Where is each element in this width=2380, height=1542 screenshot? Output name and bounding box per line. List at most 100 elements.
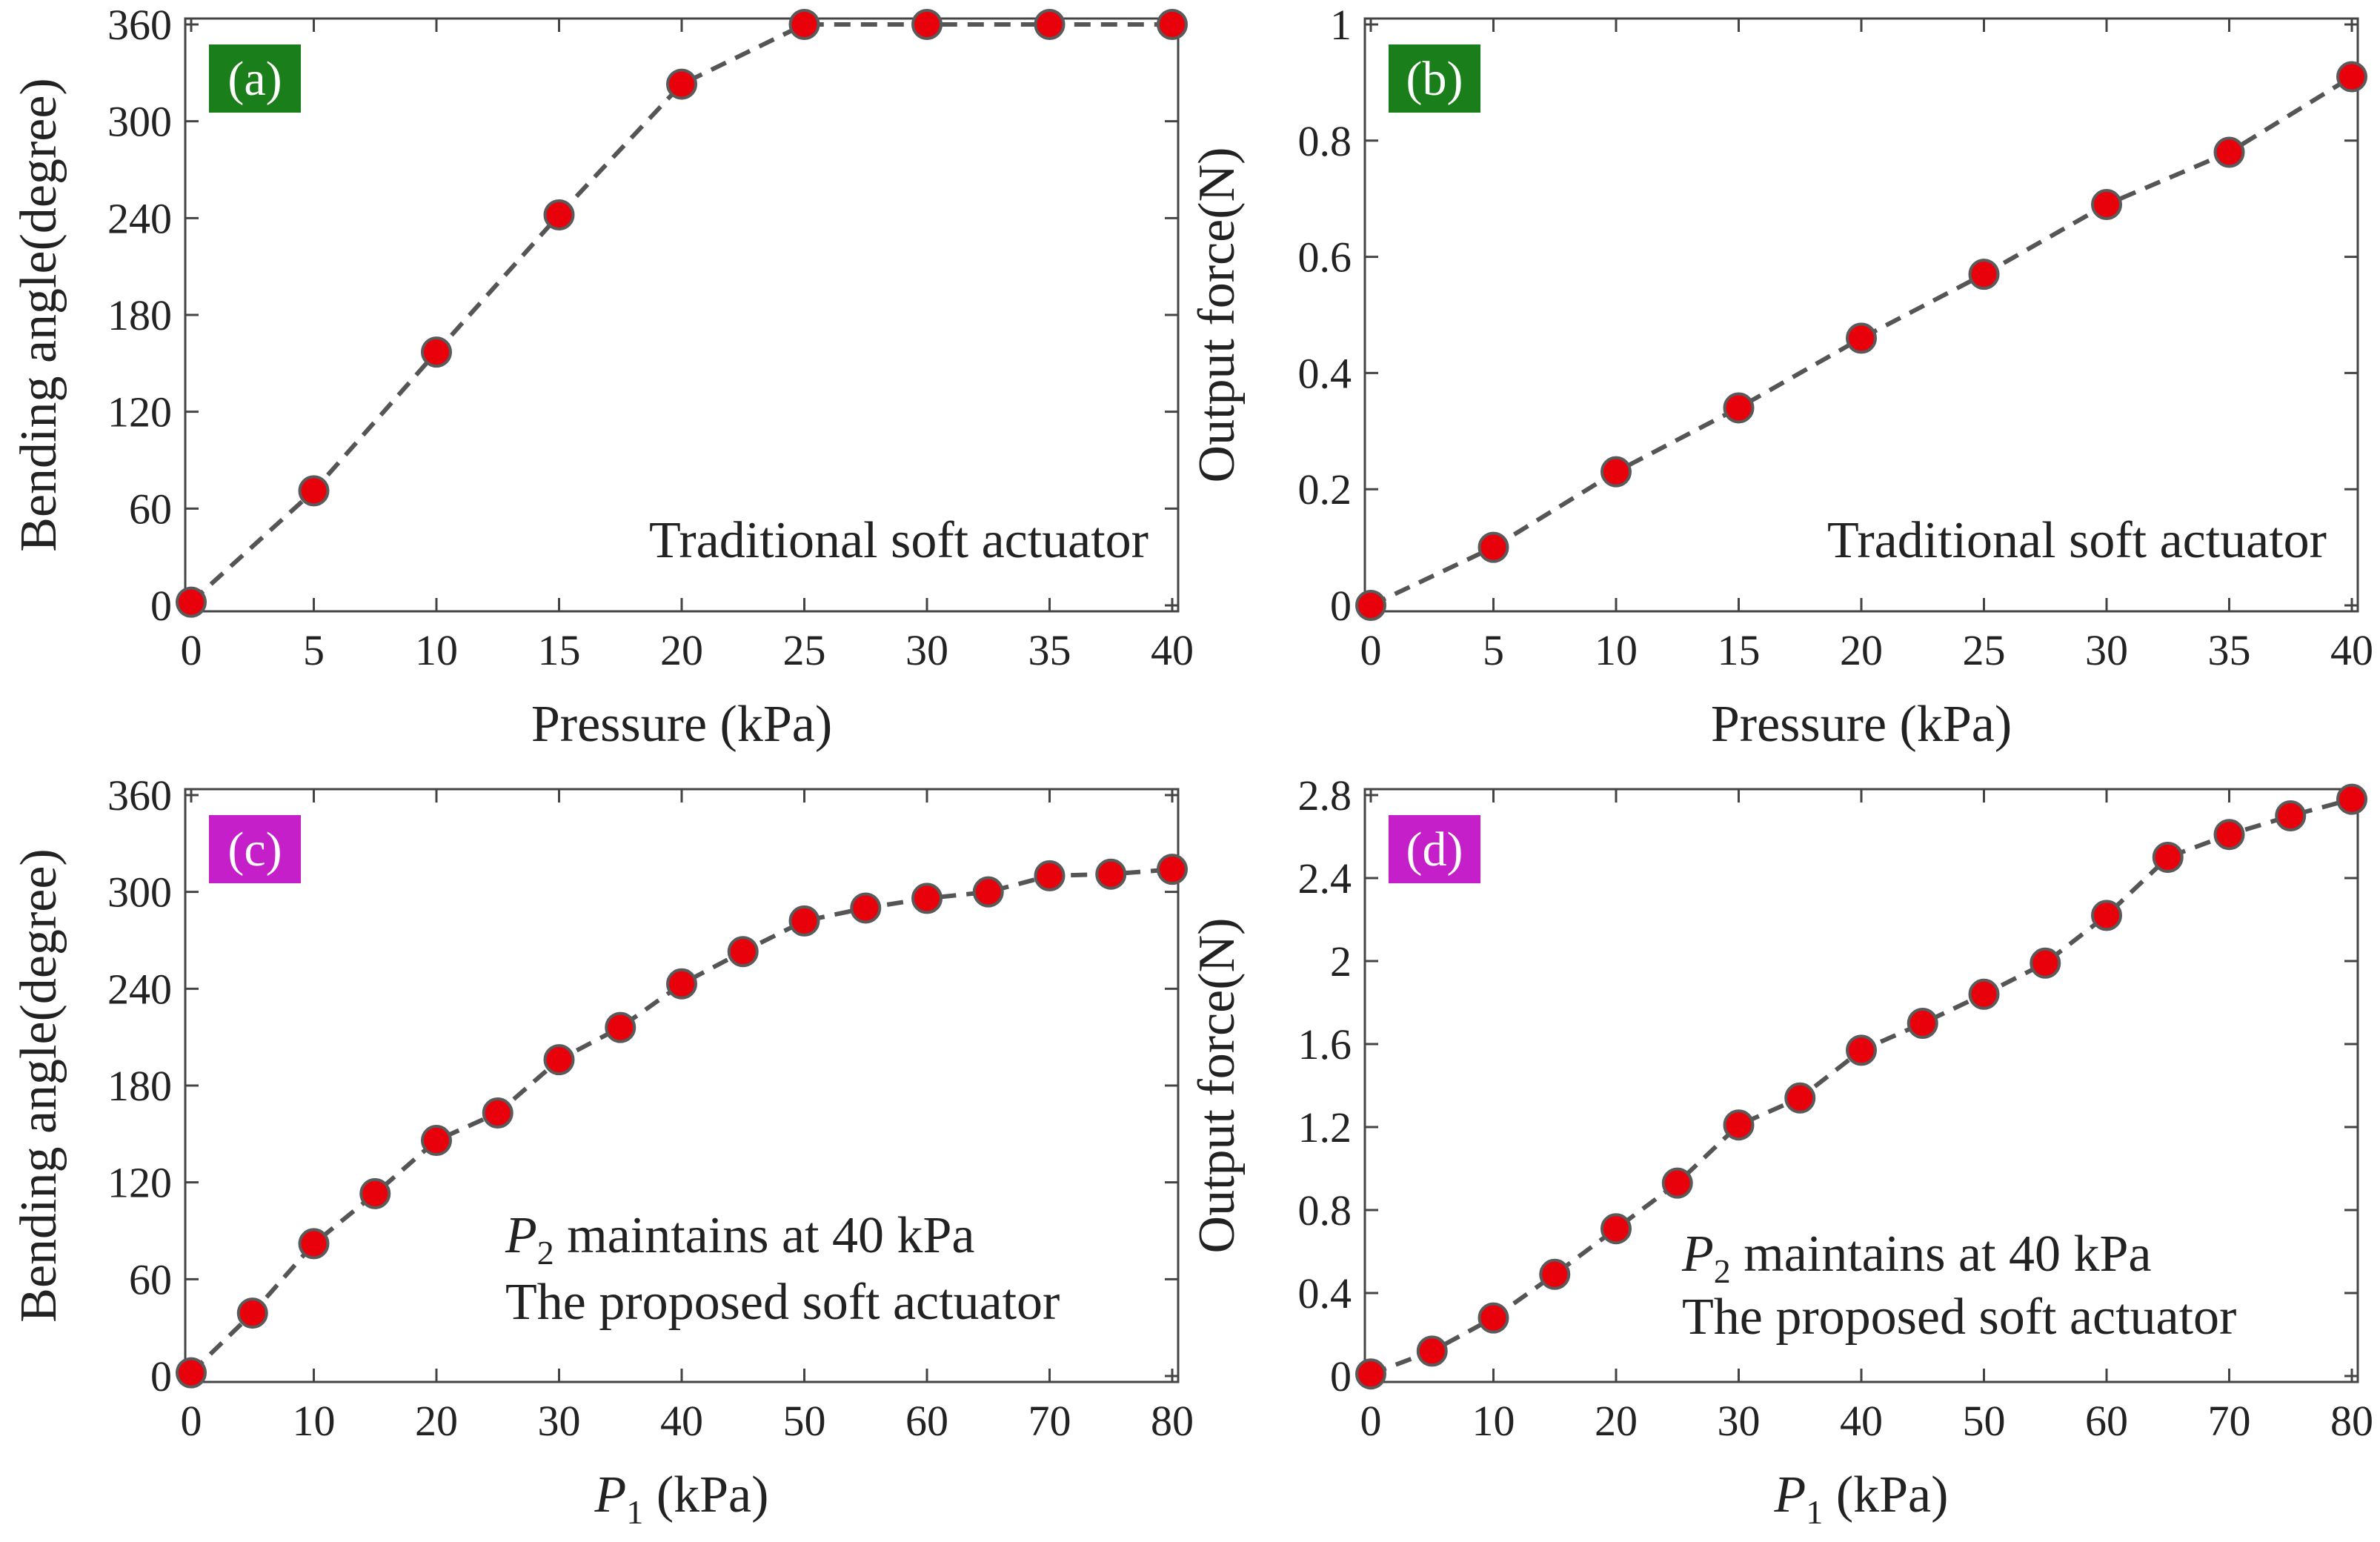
y-axis-label-c: Bending angle(degree) xyxy=(10,848,67,1322)
y-tick-label-b-3: 0.6 xyxy=(1298,233,1352,282)
x-tick-label-a-6: 30 xyxy=(905,626,948,674)
y-tick-label-b-2: 0.4 xyxy=(1298,349,1352,397)
x-tick-label-d-5: 50 xyxy=(1963,1397,2006,1445)
y-tick-label-d-3: 1.2 xyxy=(1298,1103,1352,1151)
data-point-d-16 xyxy=(2336,783,2367,815)
data-point-a-0 xyxy=(176,586,207,618)
y-tick-label-c-6: 360 xyxy=(107,771,172,820)
x-tick-label-c-5: 50 xyxy=(783,1397,826,1445)
data-point-b-6 xyxy=(2091,189,2122,221)
x-tick-label-d-2: 20 xyxy=(1595,1397,1638,1445)
data-point-c-9 xyxy=(727,936,759,968)
x-tick-label-b-1: 5 xyxy=(1483,626,1504,674)
x-tick-label-c-1: 10 xyxy=(293,1397,336,1445)
x-axis-label-a: Pressure (kPa) xyxy=(531,696,832,753)
data-point-c-12 xyxy=(911,883,943,914)
y-tick-label-a-2: 120 xyxy=(107,388,172,436)
x-tick-label-d-1: 10 xyxy=(1472,1397,1515,1445)
y-tick-label-a-0: 0 xyxy=(150,582,172,630)
x-tick-label-a-5: 25 xyxy=(783,626,826,674)
panel-label-b: (b) xyxy=(1389,44,1480,113)
x-tick-label-a-0: 0 xyxy=(181,626,202,674)
data-point-c-1 xyxy=(236,1297,268,1329)
panel-label-d: (d) xyxy=(1389,815,1480,883)
x-tick-label-d-7: 70 xyxy=(2208,1397,2251,1445)
x-tick-label-b-6: 30 xyxy=(2085,626,2128,674)
x-tick-label-b-5: 25 xyxy=(1963,626,2006,674)
data-point-d-4 xyxy=(1600,1213,1632,1245)
x-tick-label-c-2: 20 xyxy=(415,1397,458,1445)
data-point-c-14 xyxy=(1034,860,1066,891)
y-tick-label-d-7: 2.8 xyxy=(1298,771,1352,820)
y-axis-label-b: Output force(N) xyxy=(1189,147,1246,483)
panel-label-c: (c) xyxy=(209,815,301,883)
data-point-d-0 xyxy=(1355,1358,1386,1390)
x-tick-label-b-4: 20 xyxy=(1840,626,1883,674)
x-tick-label-b-7: 35 xyxy=(2208,626,2251,674)
y-tick-label-a-3: 180 xyxy=(107,291,172,339)
markers-a xyxy=(176,9,1188,618)
data-point-d-1 xyxy=(1416,1335,1448,1367)
y-tick-label-a-6: 360 xyxy=(107,1,172,49)
data-point-a-4 xyxy=(666,68,697,100)
panel-b: 0 5 10 15 20 25 30 35 40 0 0.2 0.4 0.6 0.8 1 (b) Tradi… xyxy=(1189,1,2373,753)
data-point-c-13 xyxy=(972,876,1004,908)
x-axis-label-b: Pressure (kPa) xyxy=(1711,696,2012,753)
x-tick-label-d-8: 80 xyxy=(2330,1397,2373,1445)
x-tick-label-c-7: 70 xyxy=(1028,1397,1071,1445)
data-point-c-8 xyxy=(666,968,697,1000)
data-point-d-11 xyxy=(2030,947,2061,979)
y-tick-label-b-4: 0.8 xyxy=(1298,117,1352,165)
data-point-b-7 xyxy=(2213,136,2245,168)
data-point-a-3 xyxy=(543,199,575,230)
note-b: Traditional soft actuator xyxy=(1827,512,2327,569)
data-point-d-9 xyxy=(1907,1008,1938,1039)
data-point-c-10 xyxy=(788,905,820,937)
markers-d xyxy=(1355,783,2367,1390)
ticks-a: 0 5 10 15 20 25 30 35 40 0 60 120 180 240 300 360 xyxy=(107,1,1194,674)
data-point-d-10 xyxy=(1968,978,2000,1010)
y-tick-label-b-0: 0 xyxy=(1330,582,1352,630)
x-tick-label-c-0: 0 xyxy=(181,1397,202,1445)
x-tick-label-c-4: 40 xyxy=(660,1397,703,1445)
data-point-c-2 xyxy=(298,1228,330,1260)
ticks-d: 0 10 20 30 40 50 60 70 80 0 0.4 0.8 1.2 1.6 2 2.4 2.8 xyxy=(1298,771,2374,1445)
x-tick-label-b-0: 0 xyxy=(1360,626,1382,674)
note-d-line2: The proposed soft actuator xyxy=(1682,1289,2236,1346)
y-axis-label-a: Bending angle(degree) xyxy=(10,78,67,551)
data-point-a-1 xyxy=(298,475,330,507)
markers-b xyxy=(1355,61,2367,621)
note-a: Traditional soft actuator xyxy=(649,512,1149,569)
x-tick-label-d-3: 30 xyxy=(1718,1397,1761,1445)
data-point-b-2 xyxy=(1600,456,1632,488)
panel-label-b-text: (b) xyxy=(1406,52,1463,106)
data-point-b-5 xyxy=(1968,259,2000,290)
panel-d: 0 10 20 30 40 50 60 70 80 0 0.4 0.8 1.2 1.6 2 2.4 2.8 (d… xyxy=(1189,771,2373,1531)
data-point-b-4 xyxy=(1846,322,1877,354)
x-tick-label-c-8: 80 xyxy=(1151,1397,1194,1445)
data-point-a-5 xyxy=(788,9,820,40)
x-tick-label-b-2: 10 xyxy=(1595,626,1638,674)
y-tick-label-b-1: 0.2 xyxy=(1298,465,1352,514)
x-tick-label-b-3: 15 xyxy=(1718,626,1761,674)
ticks-b: 0 5 10 15 20 25 30 35 40 0 0.2 0.4 0.6 0.8 1 xyxy=(1298,1,2374,674)
x-tick-label-a-4: 20 xyxy=(660,626,703,674)
data-point-a-8 xyxy=(1157,9,1188,40)
y-tick-label-a-4: 240 xyxy=(107,194,172,242)
data-point-d-8 xyxy=(1846,1034,1877,1066)
y-tick-label-d-2: 0.8 xyxy=(1298,1186,1352,1234)
data-point-d-13 xyxy=(2152,842,2184,873)
panel-label-c-text: (c) xyxy=(227,822,282,877)
y-tick-label-d-6: 2.4 xyxy=(1298,854,1352,903)
y-axis-label-d: Output force(N) xyxy=(1189,918,1246,1254)
data-point-d-3 xyxy=(1539,1258,1571,1290)
markers-c xyxy=(176,854,1188,1389)
x-axis-label-c: P1 (kPa) xyxy=(594,1466,769,1531)
data-point-d-12 xyxy=(2091,900,2122,931)
note-c-line2: The proposed soft actuator xyxy=(505,1274,1060,1331)
data-point-d-2 xyxy=(1477,1302,1509,1334)
x-tick-label-c-3: 30 xyxy=(538,1397,581,1445)
data-point-c-0 xyxy=(176,1357,207,1389)
note-d-line1: P2 maintains at 40 kPa xyxy=(1681,1226,2151,1290)
